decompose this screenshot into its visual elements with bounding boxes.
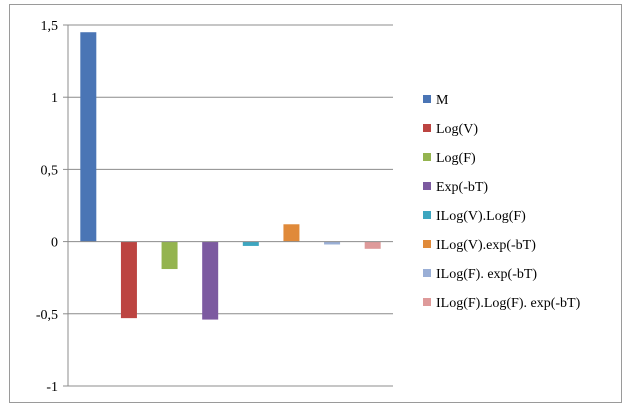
legend-swatch-7 <box>423 298 431 306</box>
y-tick-label: -0,5 <box>36 308 58 323</box>
legend-label-5: ILog(V).exp(-bT) <box>436 238 536 253</box>
y-tick-label: 1 <box>51 91 58 106</box>
legend-label-4: ILog(V).Log(F) <box>436 209 526 224</box>
chart-frame <box>9 4 622 403</box>
legend-swatch-5 <box>423 240 431 248</box>
y-axis-ticks: -1 -0,5 0 0,5 1 1,5 <box>36 19 68 395</box>
bar-2 <box>161 241 178 270</box>
legend: M Log(V) Log(F) Exp(-bT) ILog(V).Log(F) ILog(… <box>423 93 581 311</box>
bar-1 <box>120 241 137 319</box>
y-tick-label: 1,5 <box>41 19 59 34</box>
bar-3 <box>202 241 219 320</box>
y-tick-label: 0 <box>51 236 58 251</box>
legend-label-7: ILog(F).Log(F). exp(-bT) <box>436 296 581 311</box>
legend-label-1: Log(V) <box>436 122 478 137</box>
legend-label-3: Exp(-bT) <box>436 180 488 195</box>
y-tick-label: -1 <box>46 380 58 395</box>
bar-6 <box>324 241 341 245</box>
legend-swatch-0 <box>423 95 431 103</box>
gridlines <box>68 24 393 387</box>
axes <box>67 25 393 386</box>
bars <box>80 32 381 320</box>
legend-label-0: M <box>436 93 449 108</box>
legend-label-6: ILog(F). exp(-bT) <box>436 267 537 282</box>
bar-0 <box>80 32 97 242</box>
legend-swatch-1 <box>423 124 431 132</box>
legend-label-2: Log(F) <box>436 151 476 166</box>
bar-5 <box>283 224 300 242</box>
legend-swatch-3 <box>423 182 431 190</box>
legend-swatch-2 <box>423 153 431 161</box>
legend-swatch-4 <box>423 211 431 219</box>
bar-4 <box>242 241 259 246</box>
legend-swatch-6 <box>423 269 431 277</box>
y-tick-label: 0,5 <box>41 163 59 178</box>
bar-7 <box>364 241 381 249</box>
